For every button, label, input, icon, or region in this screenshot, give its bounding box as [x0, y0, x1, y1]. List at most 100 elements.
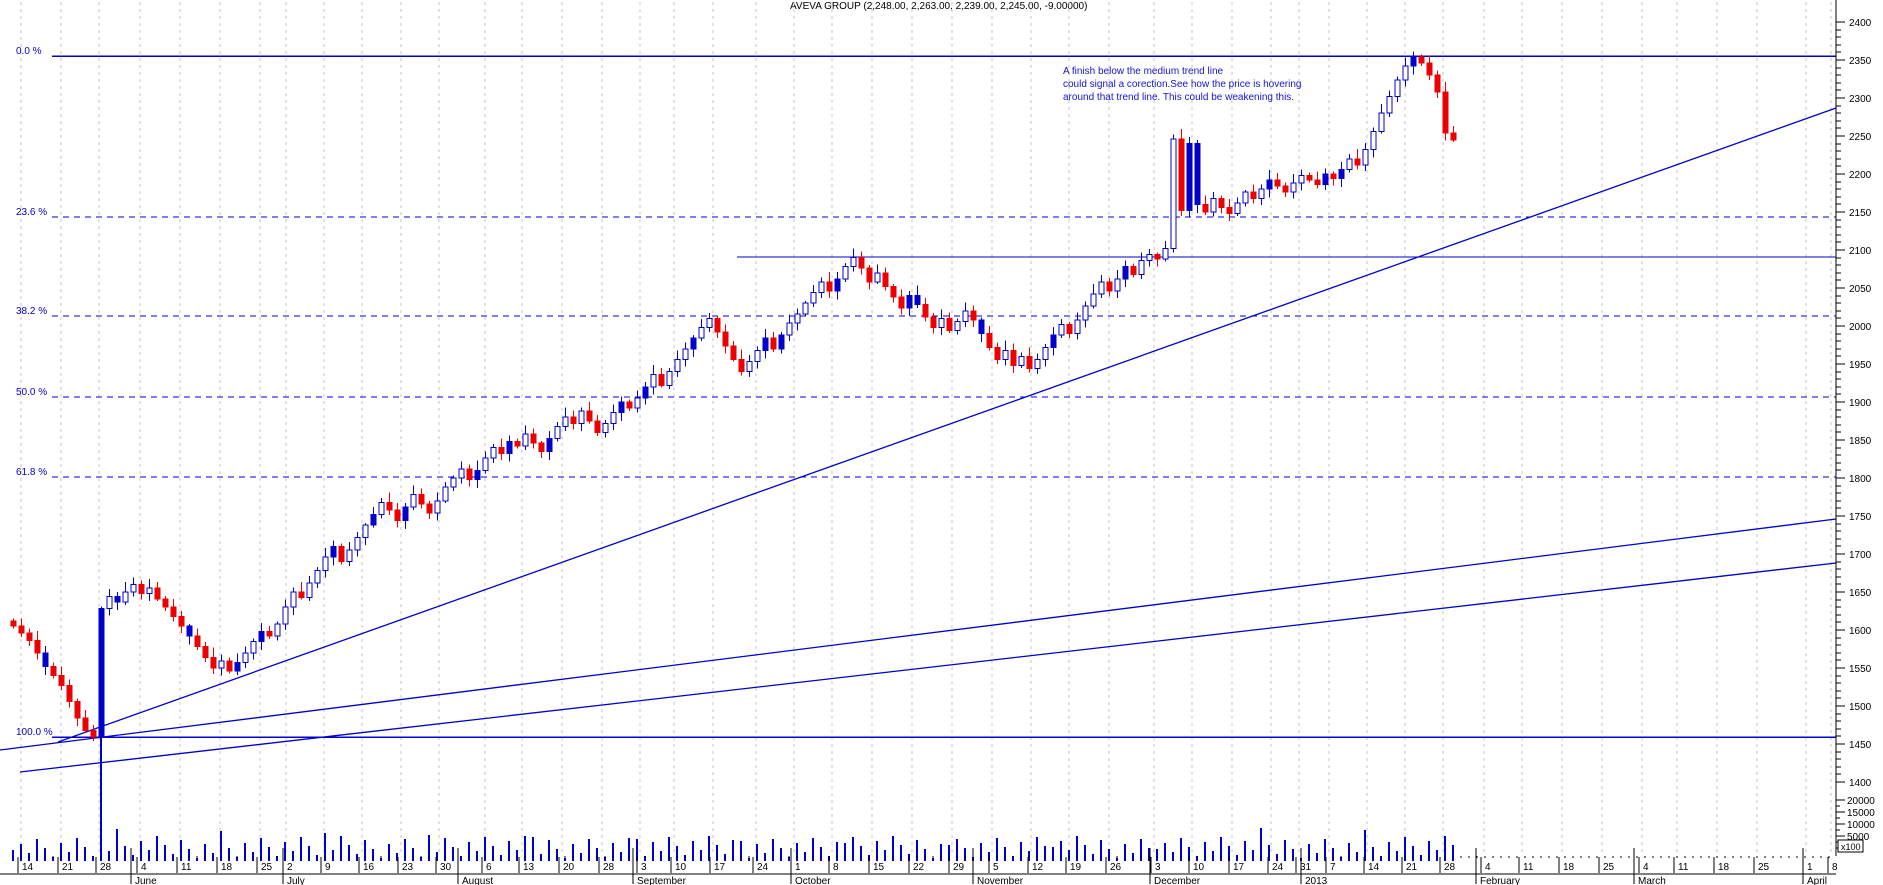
volume-bar [1052, 847, 1054, 861]
volume-bar [1340, 857, 1342, 861]
week-day-label: 16 [363, 862, 375, 873]
volume-bar [588, 839, 590, 861]
week-day-label: 30 [440, 862, 452, 873]
volume-bar [92, 856, 94, 861]
volume-bar [668, 837, 670, 861]
volume-bar [76, 838, 78, 861]
candle-up [674, 358, 681, 373]
candle-up [1210, 197, 1217, 213]
week-day-label: 25 [1758, 862, 1770, 873]
candle-down [914, 295, 921, 306]
volume-bar [892, 836, 894, 861]
candle-up [1394, 79, 1401, 97]
candle-up [362, 524, 369, 538]
candle-up [706, 317, 713, 329]
candle-up [346, 549, 353, 563]
candle-up [1362, 149, 1369, 166]
candle-down [26, 632, 33, 642]
week-day-label: 28 [1444, 862, 1456, 873]
volume-bar [604, 857, 606, 861]
chart-title: AVEVA GROUP (2,248.00, 2,263.00, 2,239.0… [790, 1, 1088, 12]
candle-down [162, 598, 169, 608]
volume-bar [1308, 844, 1310, 861]
volume-bar [700, 850, 702, 861]
candle-down [186, 625, 193, 637]
candle-up [274, 623, 281, 637]
candle-down [394, 509, 401, 522]
price-axis-label: 1700 [1849, 550, 1872, 561]
month-label: March [1638, 876, 1666, 885]
volume-bar [260, 838, 262, 861]
volume-bar [708, 836, 710, 861]
candle-down [642, 386, 649, 399]
week-day-label: 21 [1406, 862, 1418, 873]
week-day-label: 8 [1832, 862, 1838, 873]
volume-bar [900, 845, 902, 861]
price-axis-label: 2000 [1849, 322, 1872, 333]
candle-down [1186, 143, 1193, 211]
candle-up [962, 310, 969, 322]
volume-bar [1332, 848, 1334, 861]
candle-up [786, 322, 793, 336]
candle-up [874, 272, 881, 283]
volume-bar [836, 842, 838, 861]
candle-down [338, 545, 345, 563]
candle-up [1162, 247, 1169, 260]
candle-down [1354, 158, 1361, 166]
medium-trend-line[interactable] [57, 107, 1837, 743]
lower-trend-line[interactable] [19, 562, 1837, 773]
week-day-label: 28 [100, 862, 112, 873]
week-day-label: 10 [675, 862, 687, 873]
candle-down [586, 410, 593, 422]
candle-up [842, 266, 849, 280]
candle-down [770, 337, 777, 350]
candle-down [658, 374, 665, 386]
volume-bar [1380, 856, 1382, 861]
trend-annotation[interactable]: A finish below the medium trend line cou… [1063, 65, 1301, 104]
volume-bar [236, 857, 238, 861]
volume-bar [164, 845, 166, 861]
candle-up [1098, 281, 1105, 295]
candle-down [266, 631, 273, 637]
volume-bar [948, 845, 950, 861]
week-day-label: 19 [1070, 862, 1082, 873]
volume-bar [1140, 839, 1142, 861]
volume-bar [1156, 849, 1158, 861]
candle-up [450, 477, 457, 488]
price-axis-label: 2400 [1849, 18, 1872, 29]
fib-level-label: 23.6 % [16, 207, 48, 218]
candle-down [1010, 349, 1017, 367]
volume-bar [740, 841, 742, 861]
candle-down [994, 346, 1001, 360]
candle-down [866, 267, 873, 283]
long-trend-line[interactable] [0, 518, 1837, 751]
month-label: April [1807, 876, 1827, 885]
volume-bar [1180, 838, 1182, 861]
week-day-label: 8 [833, 862, 839, 873]
candle-up [322, 556, 329, 572]
volume-bar [492, 846, 494, 861]
volume-bar [452, 847, 454, 861]
week-day-label: 25 [261, 862, 273, 873]
week-day-label: 9 [325, 862, 331, 873]
volume-bar [628, 838, 630, 861]
volume-axis-label: 20000 [1847, 796, 1875, 807]
month-label: June [135, 876, 157, 885]
volume-bar [276, 856, 278, 861]
candle-up [314, 570, 321, 584]
candle-down [66, 684, 73, 702]
volume-bar [636, 839, 638, 861]
price-axis-label: 1500 [1849, 702, 1872, 713]
candle-up [1018, 355, 1025, 367]
candle-up [434, 500, 441, 514]
volume-bar [84, 847, 86, 861]
candle-down [50, 665, 57, 677]
volume-bar [884, 850, 886, 861]
candle-up [1090, 293, 1097, 307]
volume-bar [196, 858, 198, 861]
price-axis-label: 2100 [1849, 246, 1872, 257]
fib-level-label: 0.0 % [16, 46, 42, 57]
volume-bar [980, 843, 982, 861]
